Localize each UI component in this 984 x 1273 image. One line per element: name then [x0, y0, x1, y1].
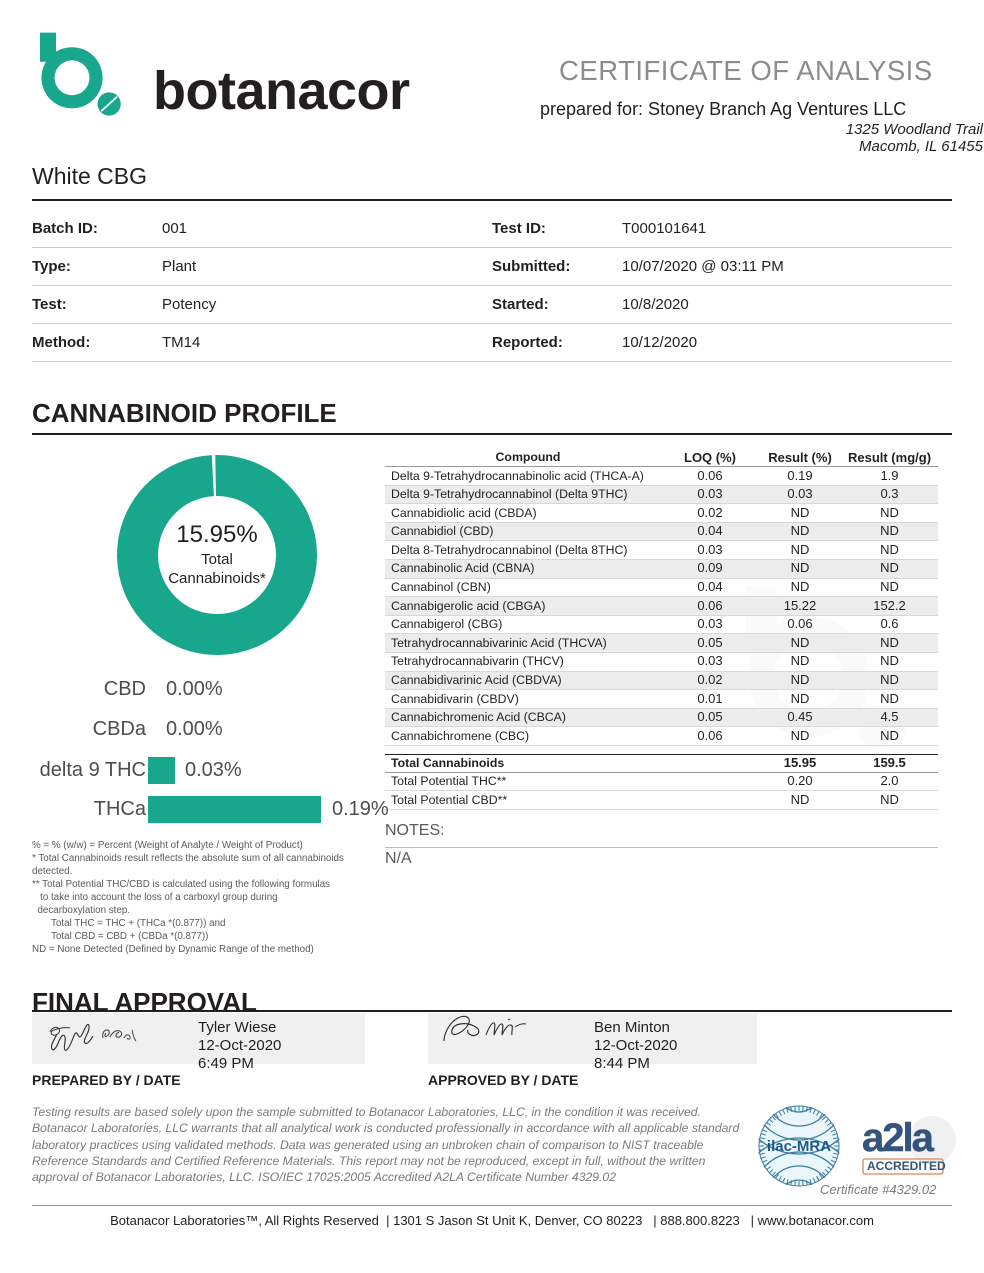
svg-text:ilac-MRA: ilac-MRA: [767, 1138, 831, 1155]
svg-text:a2la: a2la: [862, 1116, 935, 1160]
svg-text:ACCREDITED: ACCREDITED: [867, 1159, 946, 1173]
